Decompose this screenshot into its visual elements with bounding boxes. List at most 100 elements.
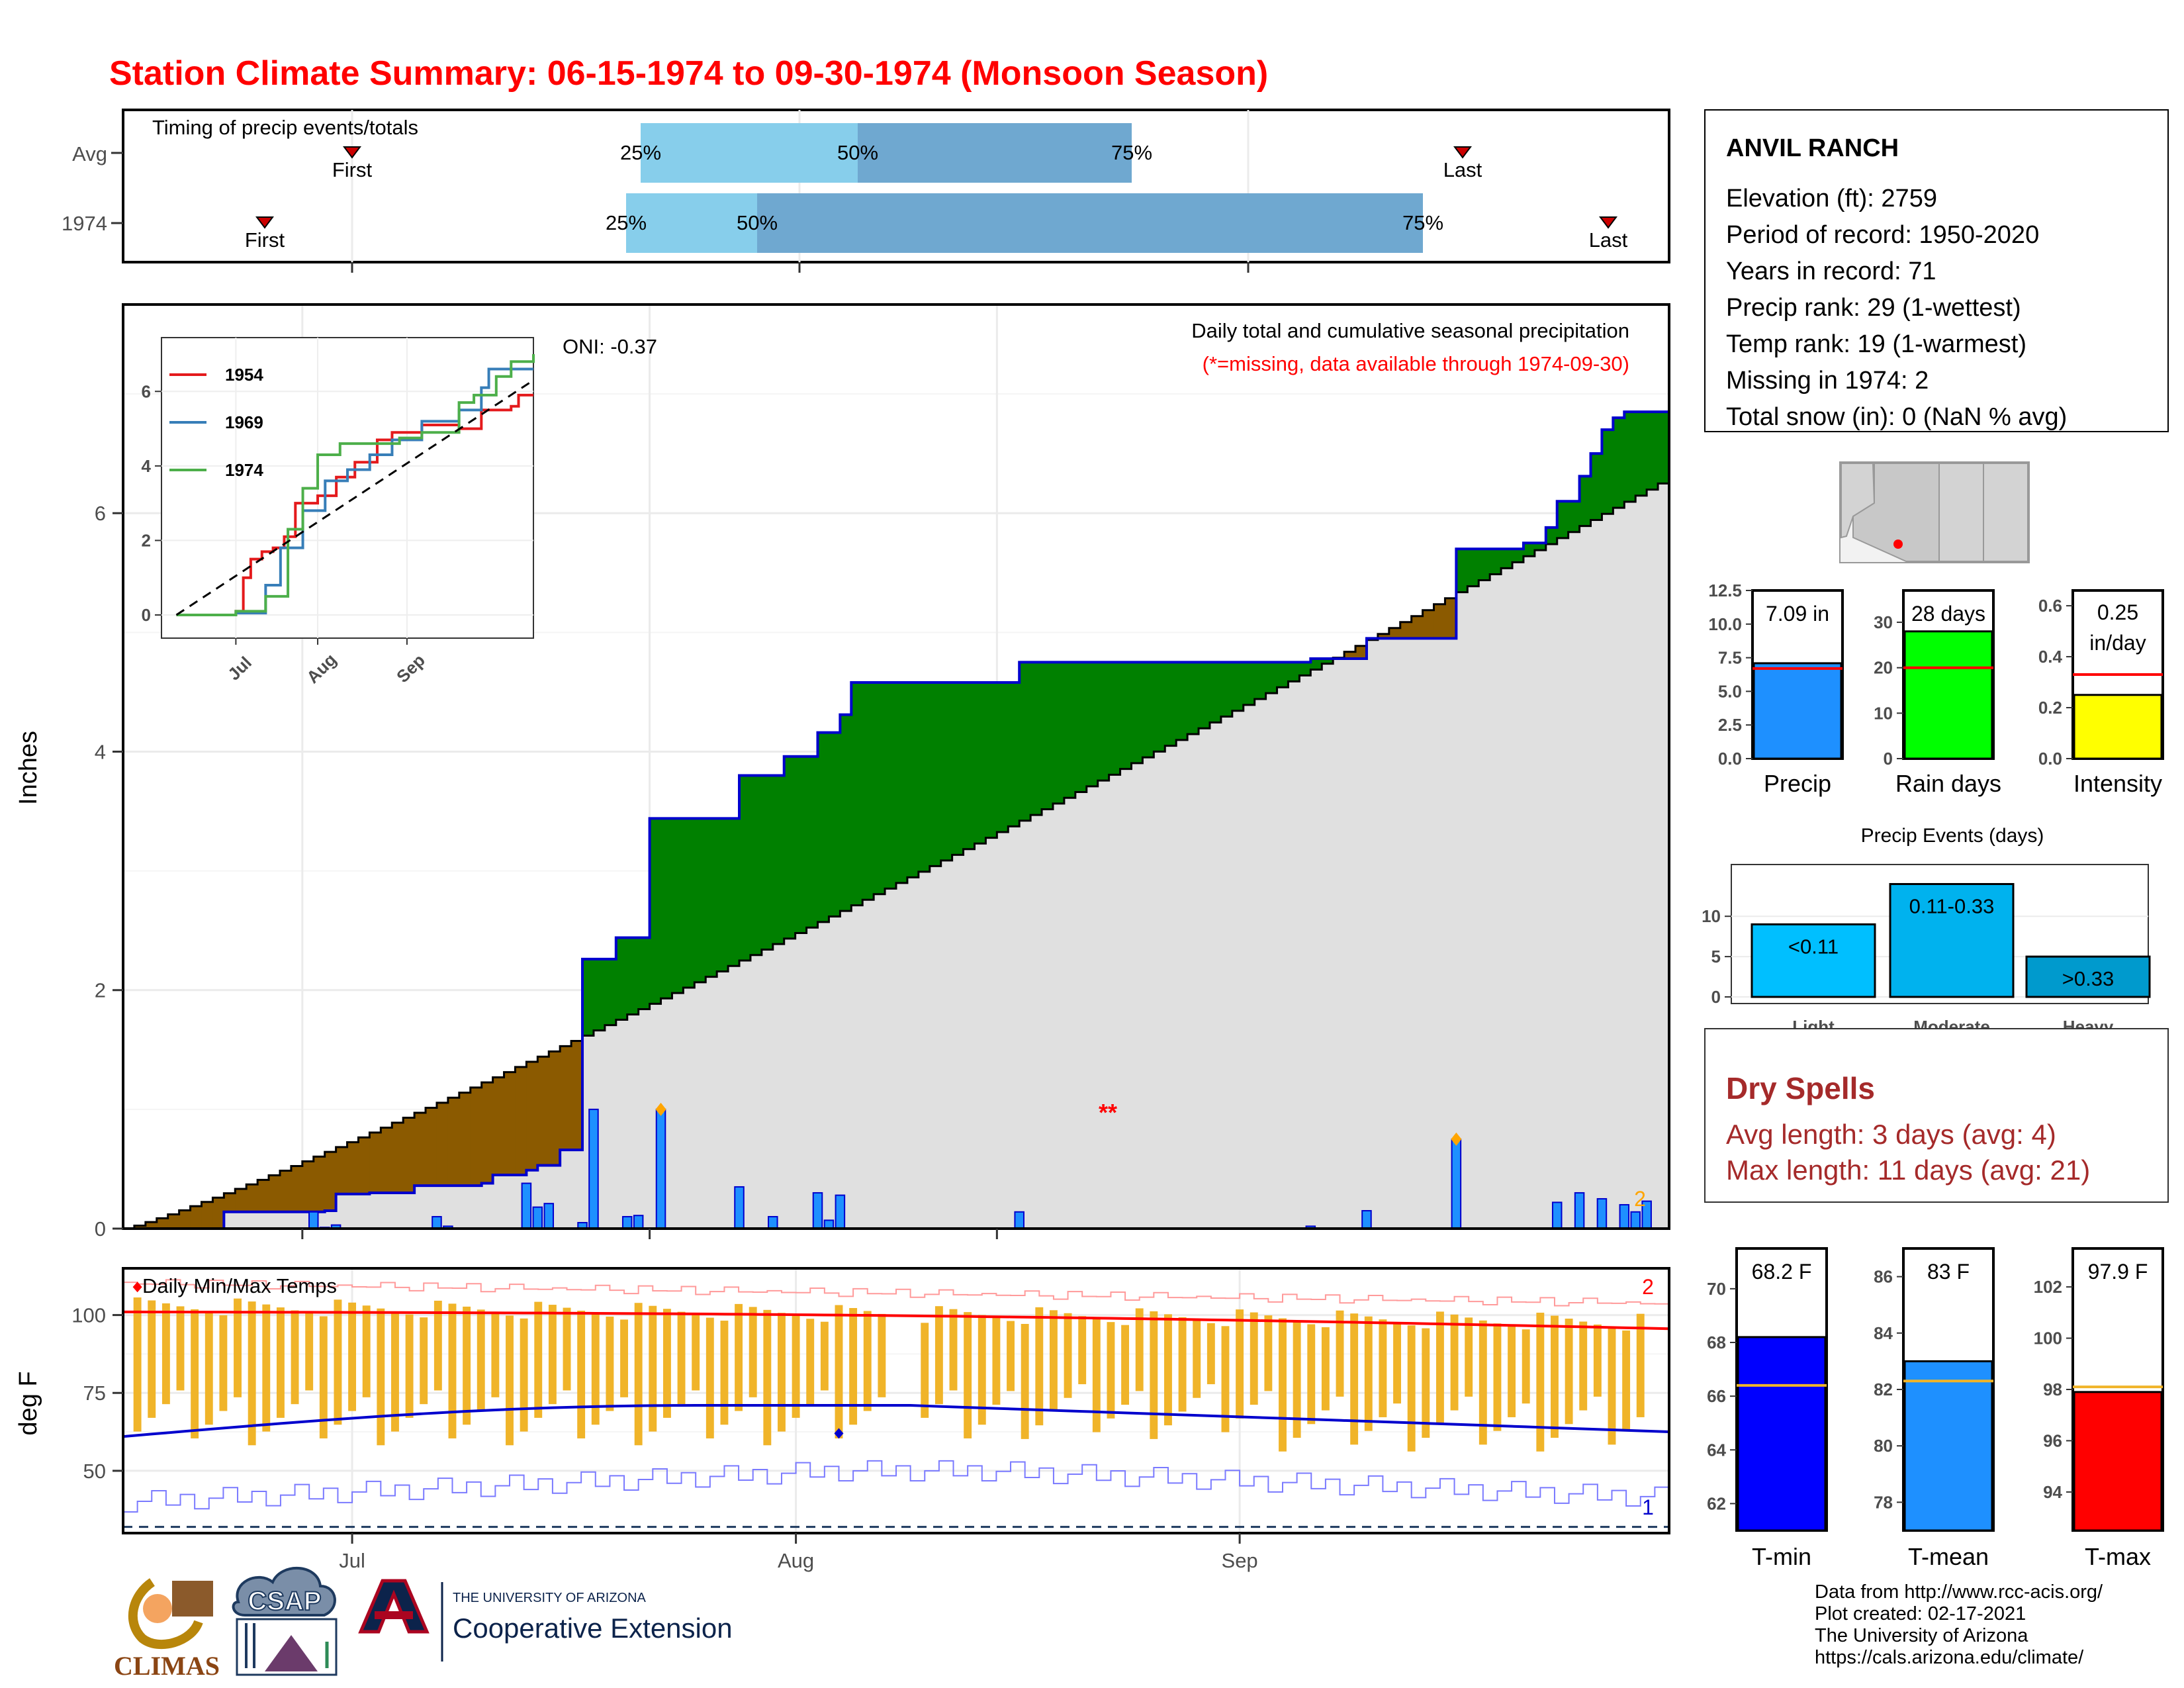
- temp-count-max: 2: [1642, 1275, 1654, 1299]
- above-avg-fill: [1288, 662, 1300, 682]
- above-avg-fill: [604, 959, 617, 1025]
- station-line-missing: Missing in 1974: 2: [1726, 367, 1929, 395]
- daily-temp-range-bar: [792, 1315, 800, 1418]
- above-avg-fill: [907, 682, 919, 878]
- above-avg-fill: [1624, 412, 1636, 502]
- summary-ytick-label: 12.5: [1708, 581, 1742, 600]
- precip-ytick-label: 0: [95, 1217, 106, 1241]
- precip-ylabel: Inches: [15, 731, 42, 805]
- daily-temp-range-bar: [978, 1315, 986, 1425]
- daily-temp-range-bar: [1407, 1325, 1416, 1452]
- daily-temp-range-bar: [964, 1312, 972, 1438]
- daily-temp-range-bar: [463, 1306, 471, 1425]
- above-avg-fill: [1613, 418, 1625, 508]
- daily-max-marker: [655, 1102, 666, 1116]
- temp-summary-bar-2: [2073, 1391, 2163, 1532]
- daily-temp-range-bar: [391, 1311, 399, 1432]
- inset-line-1974: [176, 354, 535, 616]
- station-line-elevation: Elevation (ft): 2759: [1726, 185, 1937, 212]
- daily-temp-range-bar: [1393, 1322, 1401, 1404]
- above-avg-fill: [1142, 662, 1154, 758]
- above-avg-fill: [896, 682, 908, 883]
- daily-temp-range-bar: [1364, 1316, 1373, 1431]
- above-avg-fill: [638, 937, 651, 1009]
- dry-spells-avg: Avg length: 3 days (avg: 4): [1726, 1119, 2056, 1150]
- daily-temp-range-bar: [377, 1308, 385, 1446]
- temp-summary-ytick-label: 100: [2034, 1329, 2062, 1348]
- below-avg-fill: [403, 1117, 415, 1193]
- event-bar-light: [1751, 923, 1876, 998]
- temp-summary-ytick-label: 84: [1874, 1323, 1893, 1343]
- event-bar-heavy: [2025, 955, 2151, 998]
- daily-temp-range-bar: [219, 1315, 228, 1411]
- above-avg-fill: [739, 775, 751, 961]
- yr-p75-label: 75%: [1402, 211, 1443, 234]
- daily-temp-range-bar: [1035, 1307, 1044, 1426]
- temp-summary-ytick-label: 66: [1707, 1386, 1726, 1406]
- precip-panel: Inches 0 2 4 6 Daily total and cumulative s…: [15, 303, 1670, 1241]
- daily-precip-bar: [1596, 1197, 1608, 1230]
- record-max-marker: [132, 1282, 142, 1293]
- inset-ytick-label: 4: [142, 456, 152, 476]
- daily-precip-bar: [1574, 1192, 1585, 1230]
- daily-temp-range-bar: [1135, 1308, 1144, 1391]
- daily-temp-range-bar: [1435, 1311, 1444, 1425]
- above-avg-fill: [649, 818, 662, 1004]
- daily-temp-range-bar: [1293, 1321, 1301, 1438]
- avg-first-label: First: [332, 158, 373, 181]
- above-avg-fill: [1120, 662, 1132, 769]
- above-avg-fill: [1490, 549, 1502, 575]
- daily-precip-bar: [1014, 1211, 1024, 1230]
- timing-row-year: 1974: [62, 212, 107, 235]
- daily-temp-range-bar: [634, 1303, 643, 1446]
- credits: Data from http://www.rcc-acis.org/ Plot …: [1815, 1581, 2103, 1668]
- daily-precip-bar: [734, 1186, 745, 1229]
- below-avg-fill: [549, 1051, 561, 1166]
- daily-precip-bar: [543, 1203, 555, 1229]
- daily-temp-range-bar: [433, 1300, 442, 1391]
- above-avg-fill: [1299, 662, 1311, 676]
- daily-temp-range-bar: [1021, 1324, 1029, 1439]
- below-avg-fill: [201, 1201, 214, 1229]
- inset-line-1969: [176, 367, 533, 616]
- below-avg-fill: [336, 1147, 348, 1194]
- above-avg-fill: [728, 818, 740, 966]
- yr-p25-label: 25%: [606, 211, 647, 234]
- daily-temp-range-bar: [506, 1315, 514, 1446]
- below-avg-fill: [1445, 598, 1457, 639]
- temp-summary-ytick-label: 86: [1874, 1267, 1893, 1287]
- above-avg-fill: [874, 682, 886, 894]
- above-avg-fill: [1265, 662, 1278, 694]
- above-avg-fill: [750, 775, 762, 955]
- daily-temp-range-bar: [577, 1311, 586, 1438]
- daily-precip-bar: [655, 1108, 666, 1229]
- daily-temp-range-bar: [305, 1313, 314, 1391]
- below-avg-fill: [179, 1210, 191, 1229]
- above-avg-fill: [784, 756, 796, 939]
- locator-map: [1839, 461, 2030, 563]
- avg-cumulative-area: [123, 477, 1669, 1229]
- daily-temp-range-bar: [677, 1311, 686, 1405]
- dry-spells-title: Dry Spells: [1726, 1071, 1875, 1105]
- daily-temp-range-bar: [191, 1309, 199, 1438]
- daily-temp-range-bar: [1236, 1309, 1244, 1419]
- event-bar-inner-label: <0.11: [1788, 935, 1839, 958]
- ua-top-text: THE UNIVERSITY OF ARIZONA: [453, 1591, 647, 1605]
- summary-ytick-label: 0.4: [2038, 647, 2063, 667]
- events-title: Precip Events (days): [1861, 825, 2044, 847]
- above-avg-fill: [1187, 662, 1199, 735]
- daily-temp-range-bar: [835, 1305, 843, 1438]
- above-avg-fill: [952, 682, 964, 855]
- yr-timing-50-75: [757, 193, 1423, 253]
- daily-temp-range-bar: [1479, 1320, 1487, 1445]
- temp-summary-ytick-label: 82: [1874, 1380, 1893, 1399]
- precip-yticks: 0 2 4 6: [95, 502, 123, 1241]
- summary-ytick-label: 0.2: [2038, 698, 2062, 718]
- daily-temp-range-bar: [548, 1305, 557, 1405]
- avg-timing-25-50: [641, 123, 858, 183]
- above-avg-fill: [862, 682, 874, 900]
- below-avg-fill: [156, 1218, 169, 1229]
- temp-summary-label: T-mean: [1908, 1543, 1989, 1570]
- below-avg-fill: [324, 1152, 337, 1211]
- below-avg-fill: [447, 1098, 460, 1186]
